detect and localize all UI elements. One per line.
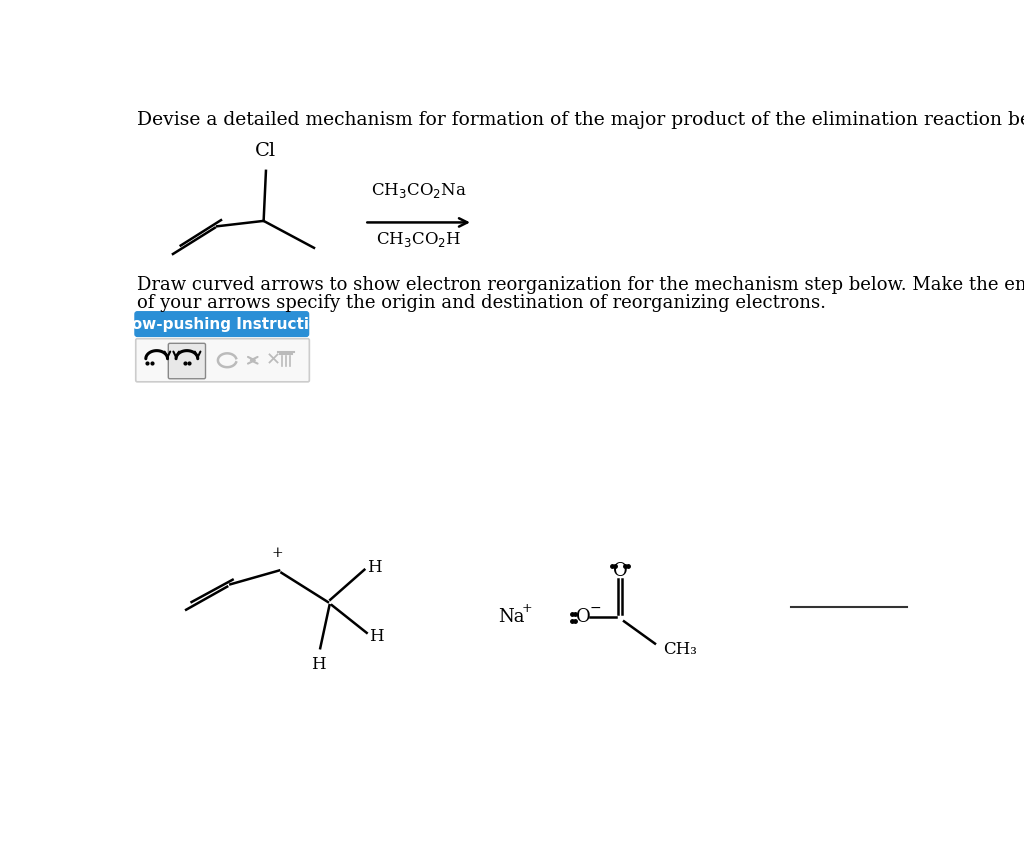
- FancyBboxPatch shape: [136, 338, 309, 381]
- Text: Devise a detailed mechanism for formation of the major product of the eliminatio: Devise a detailed mechanism for formatio…: [137, 111, 1024, 129]
- Text: of your arrows specify the origin and destination of reorganizing electrons.: of your arrows specify the origin and de…: [137, 294, 826, 312]
- Text: CH$_3$CO$_2$Na: CH$_3$CO$_2$Na: [371, 181, 467, 200]
- Text: Arrow-pushing Instructions: Arrow-pushing Instructions: [104, 317, 339, 332]
- Text: O: O: [612, 563, 628, 580]
- FancyBboxPatch shape: [135, 312, 308, 337]
- FancyBboxPatch shape: [168, 344, 206, 379]
- Text: +: +: [521, 601, 532, 615]
- Text: H: H: [310, 656, 326, 673]
- Text: +: +: [271, 546, 284, 560]
- Text: Na: Na: [499, 608, 525, 626]
- Text: CH₃: CH₃: [663, 642, 696, 658]
- Text: −: −: [590, 600, 601, 614]
- Text: H: H: [367, 559, 381, 576]
- Text: Draw curved arrows to show electron reorganization for the mechanism step below.: Draw curved arrows to show electron reor…: [137, 276, 1024, 294]
- Text: ✕: ✕: [265, 351, 281, 369]
- Text: Cl: Cl: [255, 142, 275, 160]
- Text: O: O: [575, 608, 590, 626]
- Text: H: H: [369, 628, 384, 645]
- Text: CH$_3$CO$_2$H: CH$_3$CO$_2$H: [376, 230, 462, 249]
